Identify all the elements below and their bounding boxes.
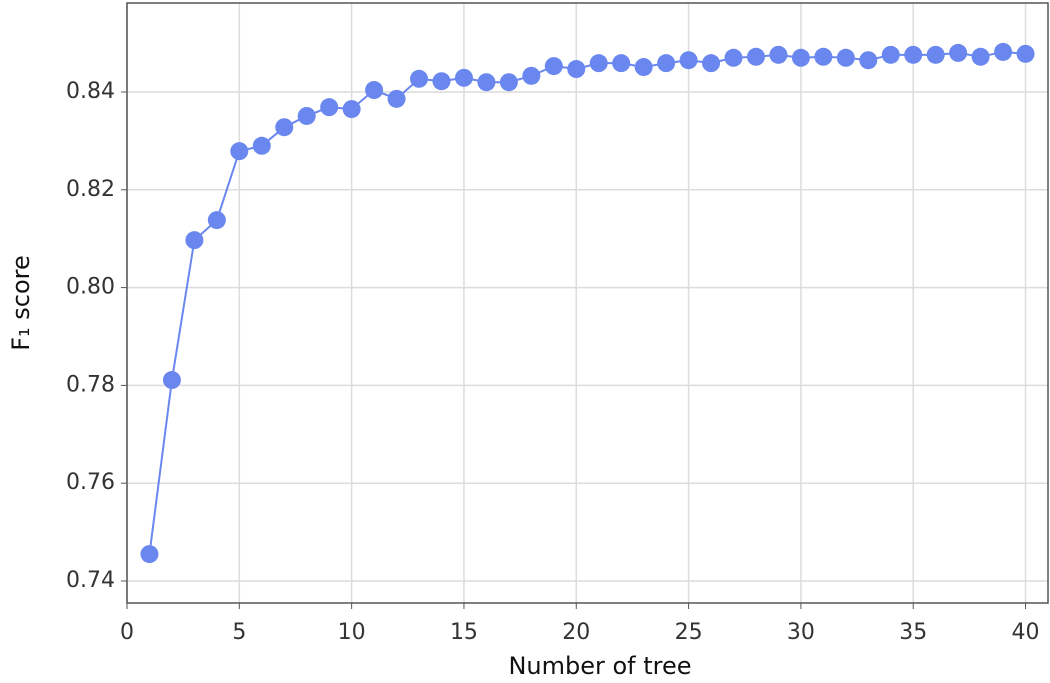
data-point	[162, 371, 181, 390]
data-point	[567, 60, 586, 79]
x-tick-label: 35	[899, 620, 927, 645]
y-tick-label: 0.80	[66, 275, 115, 300]
data-point	[612, 54, 631, 73]
x-tick-label: 40	[1012, 620, 1040, 645]
data-point	[320, 98, 339, 117]
data-point	[252, 136, 271, 155]
x-tick-label: 15	[450, 620, 478, 645]
data-point	[679, 51, 698, 70]
data-point	[859, 51, 878, 70]
data-point	[365, 81, 384, 100]
data-point	[432, 72, 451, 91]
data-point	[881, 45, 900, 64]
data-point	[297, 106, 316, 125]
data-point	[477, 73, 496, 92]
data-point	[791, 48, 810, 67]
data-point	[814, 47, 833, 66]
data-point	[544, 57, 563, 76]
y-tick-label: 0.74	[66, 568, 115, 593]
data-point	[994, 42, 1013, 61]
x-axis-label: Number of tree	[508, 652, 691, 680]
data-point	[836, 48, 855, 67]
y-tick-label: 0.84	[66, 79, 115, 104]
data-point	[275, 118, 294, 137]
y-tick-label: 0.78	[66, 372, 115, 397]
data-point	[499, 73, 518, 92]
data-point	[410, 69, 429, 88]
x-tick-label: 20	[562, 620, 590, 645]
x-tick-label: 0	[120, 620, 134, 645]
y-tick-label: 0.82	[66, 177, 115, 202]
data-point	[454, 68, 473, 87]
series-line	[148, 50, 1026, 555]
y-tick-label: 0.76	[66, 470, 115, 495]
data-point	[1016, 44, 1035, 63]
data-point	[634, 58, 653, 77]
data-point	[342, 100, 361, 119]
data-point	[702, 54, 721, 73]
data-point	[522, 66, 541, 85]
data-point	[207, 211, 226, 230]
x-tick-label: 30	[787, 620, 815, 645]
data-point	[387, 89, 406, 108]
data-point	[724, 48, 743, 67]
data-point	[971, 47, 990, 66]
data-point	[949, 43, 968, 62]
x-tick-label: 5	[232, 620, 246, 645]
y-axis-label: F₁ score	[7, 255, 35, 351]
data-point	[746, 47, 765, 66]
data-point	[904, 45, 923, 64]
data-point	[657, 54, 676, 73]
data-point	[230, 142, 249, 161]
plot-frame	[126, 2, 1049, 604]
x-tick-label: 10	[338, 620, 366, 645]
data-point	[769, 45, 788, 64]
data-point	[185, 231, 204, 250]
x-tick-label: 25	[675, 620, 703, 645]
data-point	[140, 545, 159, 564]
data-point	[926, 45, 945, 64]
data-point	[589, 54, 608, 73]
